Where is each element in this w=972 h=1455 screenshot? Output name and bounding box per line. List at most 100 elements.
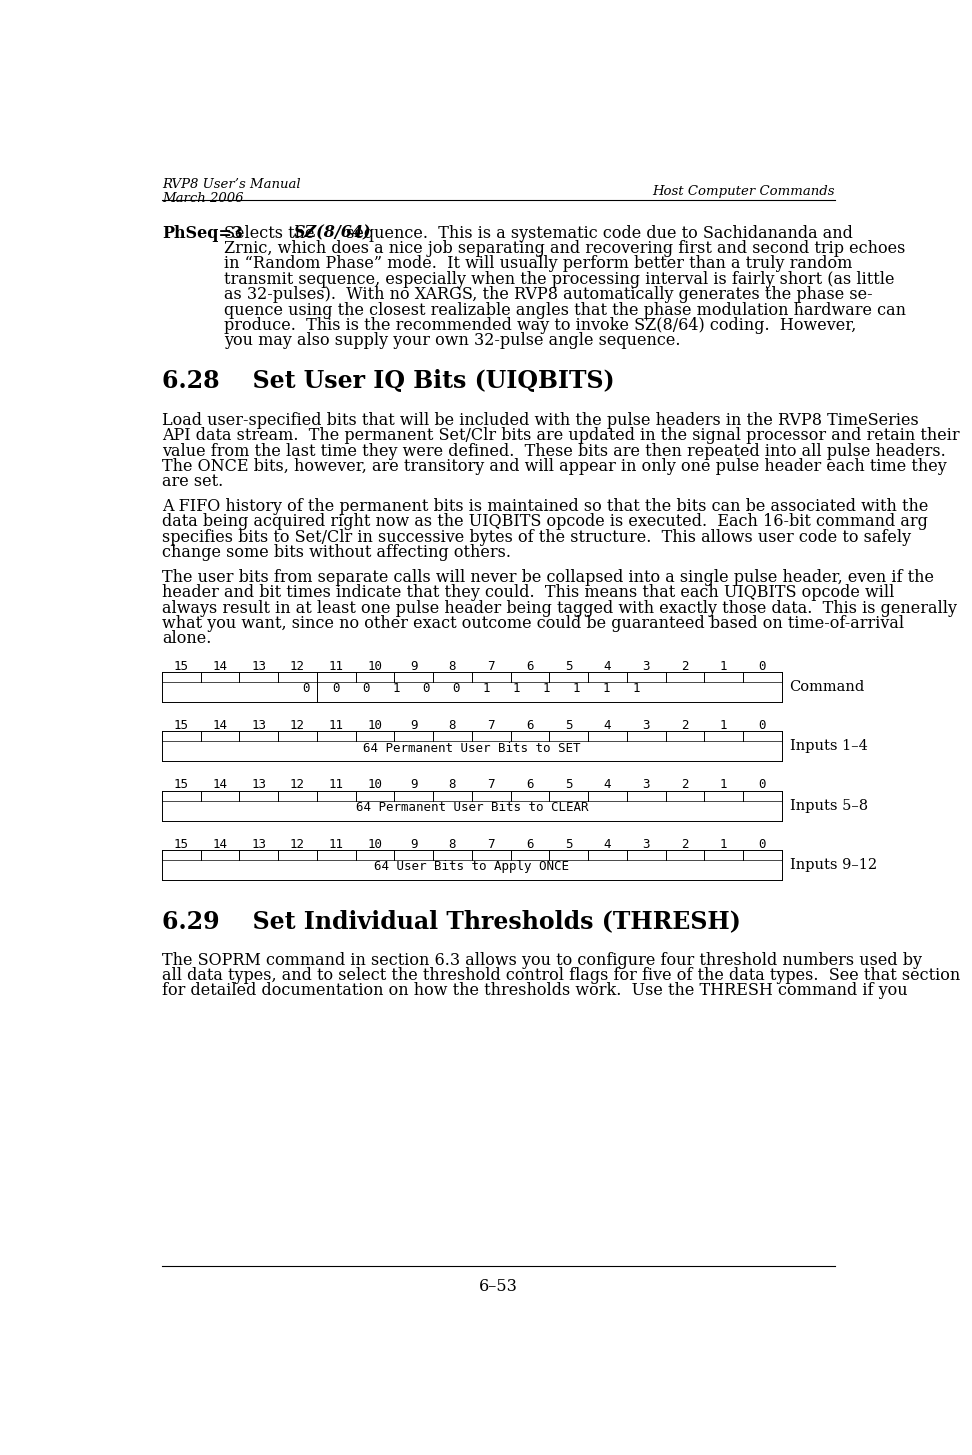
Text: 5: 5 (565, 719, 573, 732)
Text: 15: 15 (174, 778, 189, 792)
Text: 13: 13 (251, 659, 266, 672)
Text: 13: 13 (251, 838, 266, 851)
Text: specifies bits to Set/Clr in successive bytes of the structure.  This allows use: specifies bits to Set/Clr in successive … (161, 528, 911, 546)
Text: The ONCE bits, however, are transitory and will appear in only one pulse header : The ONCE bits, however, are transitory a… (161, 458, 947, 474)
Text: sequence.  This is a systematic code due to Sachidananda and: sequence. This is a systematic code due … (341, 224, 852, 242)
Text: 8: 8 (449, 719, 456, 732)
Text: 3: 3 (642, 778, 650, 792)
Text: The SOPRM command in section 6.3 allows you to configure four threshold numbers : The SOPRM command in section 6.3 allows … (161, 952, 921, 969)
Text: 6: 6 (526, 719, 534, 732)
Text: 7: 7 (487, 778, 495, 792)
Text: 10: 10 (367, 778, 382, 792)
Text: 11: 11 (329, 659, 344, 672)
Text: 10: 10 (367, 719, 382, 732)
Text: Host Computer Commands: Host Computer Commands (652, 185, 835, 198)
Text: 8: 8 (449, 659, 456, 672)
Text: 15: 15 (174, 838, 189, 851)
Text: Load user-specified bits that will be included with the pulse headers in the RVP: Load user-specified bits that will be in… (161, 412, 919, 429)
Text: Inputs 1–4: Inputs 1–4 (789, 739, 867, 754)
Text: 5: 5 (565, 778, 573, 792)
Text: Command: Command (789, 679, 865, 694)
Text: The user bits from separate calls will never be collapsed into a single pulse he: The user bits from separate calls will n… (161, 569, 934, 586)
Text: Inputs 9–12: Inputs 9–12 (789, 858, 877, 872)
Text: 5: 5 (565, 838, 573, 851)
Text: 0   0   0   1   0   0   1   1   1   1   1   1: 0 0 0 1 0 0 1 1 1 1 1 1 (303, 682, 641, 695)
Text: March 2006: March 2006 (161, 192, 243, 205)
Text: value from the last time they were defined.  These bits are then repeated into a: value from the last time they were defin… (161, 442, 946, 460)
Text: 9: 9 (410, 719, 417, 732)
Text: 6: 6 (526, 838, 534, 851)
Text: 1: 1 (720, 778, 727, 792)
Text: 5: 5 (565, 659, 573, 672)
Text: 0: 0 (759, 838, 766, 851)
Text: 6–53: 6–53 (479, 1277, 517, 1295)
Text: 2: 2 (681, 719, 689, 732)
Text: API data stream.  The permanent Set/Clr bits are updated in the signal processor: API data stream. The permanent Set/Clr b… (161, 428, 959, 444)
Text: what you want, since no other exact outcome could be guaranteed based on time-of: what you want, since no other exact outc… (161, 615, 904, 631)
Text: 7: 7 (487, 719, 495, 732)
Text: 12: 12 (290, 838, 305, 851)
Text: 0: 0 (759, 778, 766, 792)
Text: 8: 8 (449, 838, 456, 851)
Text: 7: 7 (487, 659, 495, 672)
Text: 6.29    Set Individual Thresholds (THRESH): 6.29 Set Individual Thresholds (THRESH) (161, 909, 741, 933)
Text: 4: 4 (604, 659, 611, 672)
Text: produce.  This is the recommended way to invoke SZ(8/64) coding.  However,: produce. This is the recommended way to … (224, 317, 856, 335)
Text: quence using the closest realizable angles that the phase modulation hardware ca: quence using the closest realizable angl… (224, 301, 906, 319)
Text: 9: 9 (410, 778, 417, 792)
Text: 4: 4 (604, 778, 611, 792)
Text: alone.: alone. (161, 630, 211, 647)
Text: 11: 11 (329, 778, 344, 792)
Text: 0: 0 (759, 659, 766, 672)
Text: all data types, and to select the threshold control flags for five of the data t: all data types, and to select the thresh… (161, 968, 960, 984)
Text: 9: 9 (410, 659, 417, 672)
Text: 64 Permanent User Bits to CLEAR: 64 Permanent User Bits to CLEAR (356, 802, 588, 813)
Text: 64 Permanent User Bits to SET: 64 Permanent User Bits to SET (364, 742, 580, 755)
Text: you may also supply your own 32-pulse angle sequence.: you may also supply your own 32-pulse an… (224, 332, 680, 349)
Text: 14: 14 (213, 719, 227, 732)
Text: 8: 8 (449, 778, 456, 792)
Text: are set.: are set. (161, 473, 223, 490)
Text: 3: 3 (642, 838, 650, 851)
Text: Selects the: Selects the (224, 224, 320, 242)
Text: 12: 12 (290, 659, 305, 672)
Text: 0: 0 (759, 719, 766, 732)
Text: 2: 2 (681, 838, 689, 851)
Text: 12: 12 (290, 778, 305, 792)
Text: 14: 14 (213, 659, 227, 672)
Text: 2: 2 (681, 778, 689, 792)
Text: Inputs 5–8: Inputs 5–8 (789, 799, 868, 812)
Text: 64 User Bits to Apply ONCE: 64 User Bits to Apply ONCE (374, 860, 570, 873)
Text: 13: 13 (251, 719, 266, 732)
Text: 6.28    Set User IQ Bits (UIQBITS): 6.28 Set User IQ Bits (UIQBITS) (161, 370, 614, 393)
Text: 1: 1 (720, 838, 727, 851)
Text: A FIFO history of the permanent bits is maintained so that the bits can be assoc: A FIFO history of the permanent bits is … (161, 498, 928, 515)
Text: transmit sequence, especially when the processing interval is fairly short (as l: transmit sequence, especially when the p… (224, 271, 894, 288)
Text: 2: 2 (681, 659, 689, 672)
Text: 4: 4 (604, 719, 611, 732)
Text: 3: 3 (642, 719, 650, 732)
Text: 1: 1 (720, 659, 727, 672)
Text: always result in at least one pulse header being tagged with exactly those data.: always result in at least one pulse head… (161, 599, 956, 617)
Text: 6: 6 (526, 778, 534, 792)
Text: 7: 7 (487, 838, 495, 851)
Text: SZ(8/64): SZ(8/64) (294, 224, 371, 242)
Text: 10: 10 (367, 838, 382, 851)
Text: Zrnic, which does a nice job separating and recovering first and second trip ech: Zrnic, which does a nice job separating … (224, 240, 905, 258)
Text: 10: 10 (367, 659, 382, 672)
Text: 4: 4 (604, 838, 611, 851)
Text: 11: 11 (329, 838, 344, 851)
Text: 9: 9 (410, 838, 417, 851)
Text: change some bits without affecting others.: change some bits without affecting other… (161, 544, 511, 562)
Text: RVP8 User’s Manual: RVP8 User’s Manual (161, 179, 300, 192)
Text: 6: 6 (526, 659, 534, 672)
Text: data being acquired right now as the UIQBITS opcode is executed.  Each 16-bit co: data being acquired right now as the UIQ… (161, 514, 927, 531)
Text: 3: 3 (642, 659, 650, 672)
Text: PhSeq=3: PhSeq=3 (161, 224, 243, 242)
Text: 14: 14 (213, 778, 227, 792)
Text: 14: 14 (213, 838, 227, 851)
Text: as 32-pulses).  With no XARGS, the RVP8 automatically generates the phase se-: as 32-pulses). With no XARGS, the RVP8 a… (224, 287, 873, 303)
Text: 15: 15 (174, 659, 189, 672)
Text: 15: 15 (174, 719, 189, 732)
Text: header and bit times indicate that they could.  This means that each UIQBITS opc: header and bit times indicate that they … (161, 585, 894, 601)
